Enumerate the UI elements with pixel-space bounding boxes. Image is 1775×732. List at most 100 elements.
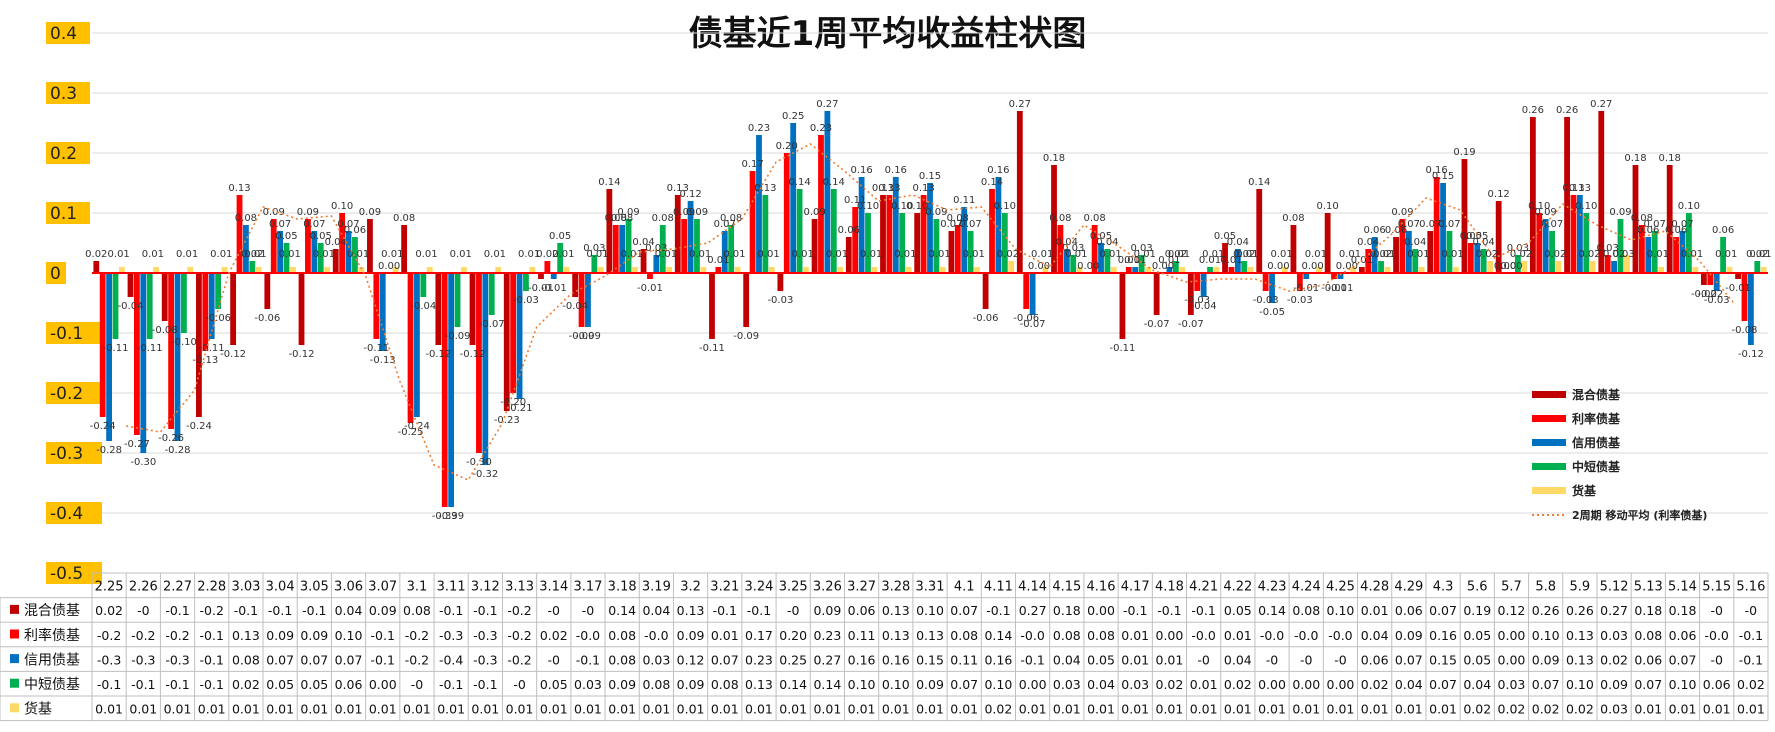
table-cell: 0.12 xyxy=(677,652,705,667)
legend-label: 混合债基 xyxy=(1572,387,1621,402)
data-label: 0.01 xyxy=(1118,255,1140,266)
bar xyxy=(1707,273,1714,285)
bar xyxy=(1104,249,1111,273)
table-cell: 0.12 xyxy=(1498,603,1526,618)
bar xyxy=(920,195,927,273)
table-cell: 0.02 xyxy=(1361,677,1389,692)
table-cell: 0.03 xyxy=(1053,677,1081,692)
bar xyxy=(550,273,557,279)
x-tick-label: 3.12 xyxy=(471,580,500,595)
table-cell: 0.03 xyxy=(574,677,602,692)
y-tick-highlight xyxy=(46,142,90,164)
table-cell: 0.09 xyxy=(1600,677,1628,692)
bar xyxy=(1405,231,1412,273)
x-tick-label: 4.21 xyxy=(1189,580,1218,595)
data-label: 0.15 xyxy=(1432,171,1454,182)
bar xyxy=(982,273,989,309)
table-cell: -0.2 xyxy=(97,628,121,643)
table-cell: -0 xyxy=(1710,603,1723,618)
data-label: 0.18 xyxy=(1043,153,1065,164)
data-label: 0.10 xyxy=(1678,201,1700,212)
bar xyxy=(196,273,202,417)
y-tick-highlight xyxy=(46,262,66,284)
y-tick-label: 0.3 xyxy=(50,84,77,104)
bar xyxy=(488,273,495,315)
data-label: 0.07 xyxy=(1644,219,1666,230)
table-cell: -0.3 xyxy=(473,628,497,643)
bar xyxy=(1200,273,1207,297)
data-label: 0.04 xyxy=(1056,237,1078,248)
table-cell: 0.13 xyxy=(882,628,910,643)
table-cell: -0.1 xyxy=(986,603,1010,618)
table-cell: 0.02 xyxy=(1156,677,1184,692)
legend-swatch xyxy=(1532,487,1566,494)
table-cell: -0.1 xyxy=(1157,603,1181,618)
table-cell: -0.2 xyxy=(507,652,531,667)
data-label: -0.30 xyxy=(130,457,156,468)
data-label: 0.23 xyxy=(748,123,770,134)
bar xyxy=(1692,267,1699,273)
data-label: 0.01 xyxy=(1305,249,1327,260)
data-label: 0.14 xyxy=(1248,177,1270,188)
x-tick-label: 2.25 xyxy=(95,580,124,595)
bar xyxy=(441,273,448,507)
data-label: 0.01 xyxy=(1031,249,1053,260)
data-label: -0.02 xyxy=(1691,289,1717,300)
table-cell: 0.13 xyxy=(916,628,944,643)
bar xyxy=(202,273,209,351)
data-label: 0.01 xyxy=(1715,249,1737,260)
data-label: 0.01 xyxy=(1749,249,1771,260)
y-tick-highlight xyxy=(46,562,102,584)
data-label: 0.14 xyxy=(788,177,810,188)
x-tick-label: 4.16 xyxy=(1087,580,1116,595)
bar xyxy=(1495,201,1502,273)
data-label: -0.09 xyxy=(733,331,759,342)
bar xyxy=(1070,255,1077,273)
data-label: 0.01 xyxy=(347,249,369,260)
data-label: 0.01 xyxy=(894,249,916,260)
table-cell: -0.0 xyxy=(1260,628,1284,643)
bar xyxy=(1632,165,1639,273)
bar xyxy=(264,273,271,309)
bar xyxy=(961,207,968,273)
table-cell: 0.01 xyxy=(1156,702,1184,717)
data-label: 0.01 xyxy=(707,255,729,266)
data-label: 0.13 xyxy=(754,183,776,194)
data-label: 0.08 xyxy=(720,213,742,224)
data-label: -0.13 xyxy=(192,355,218,366)
table-cell: -0.1 xyxy=(371,628,395,643)
x-tick-label: 5.12 xyxy=(1600,580,1629,595)
x-tick-label: 2.26 xyxy=(129,580,158,595)
data-label: 0.02 xyxy=(1233,249,1255,260)
table-cell: 0.08 xyxy=(608,628,636,643)
table-cell: 0.01 xyxy=(1395,702,1423,717)
data-label: -0.08 xyxy=(152,325,178,336)
bar xyxy=(572,273,579,297)
table-cell: -0.2 xyxy=(200,603,224,618)
bar xyxy=(858,177,865,273)
data-label: -0.04 xyxy=(562,301,588,312)
data-label: -0.07 xyxy=(1178,319,1204,330)
x-tick-label: 3.07 xyxy=(368,580,397,595)
bar xyxy=(181,273,187,333)
data-label: 0.04 xyxy=(325,237,347,248)
table-cell: 0.01 xyxy=(1737,702,1765,717)
data-label: -0.12 xyxy=(1738,349,1764,360)
table-cell: -0 xyxy=(548,652,561,667)
legend-swatch xyxy=(1532,463,1566,470)
bar xyxy=(783,153,790,273)
legend-label: 信用债基 xyxy=(1572,435,1621,450)
table-cell: -0.3 xyxy=(131,652,155,667)
bar xyxy=(367,219,373,273)
bar xyxy=(1583,213,1590,273)
data-label: 0.13 xyxy=(878,183,900,194)
table-cell: 0.02 xyxy=(1600,652,1628,667)
bar xyxy=(871,267,878,273)
table-cell: 0.09 xyxy=(677,628,705,643)
bar xyxy=(1549,231,1555,273)
bar xyxy=(625,219,632,273)
data-label: 0.01 xyxy=(621,249,643,260)
table-cell: 0.01 xyxy=(437,702,465,717)
data-label: -0.32 xyxy=(472,469,498,480)
table-cell: -0.1 xyxy=(165,603,189,618)
